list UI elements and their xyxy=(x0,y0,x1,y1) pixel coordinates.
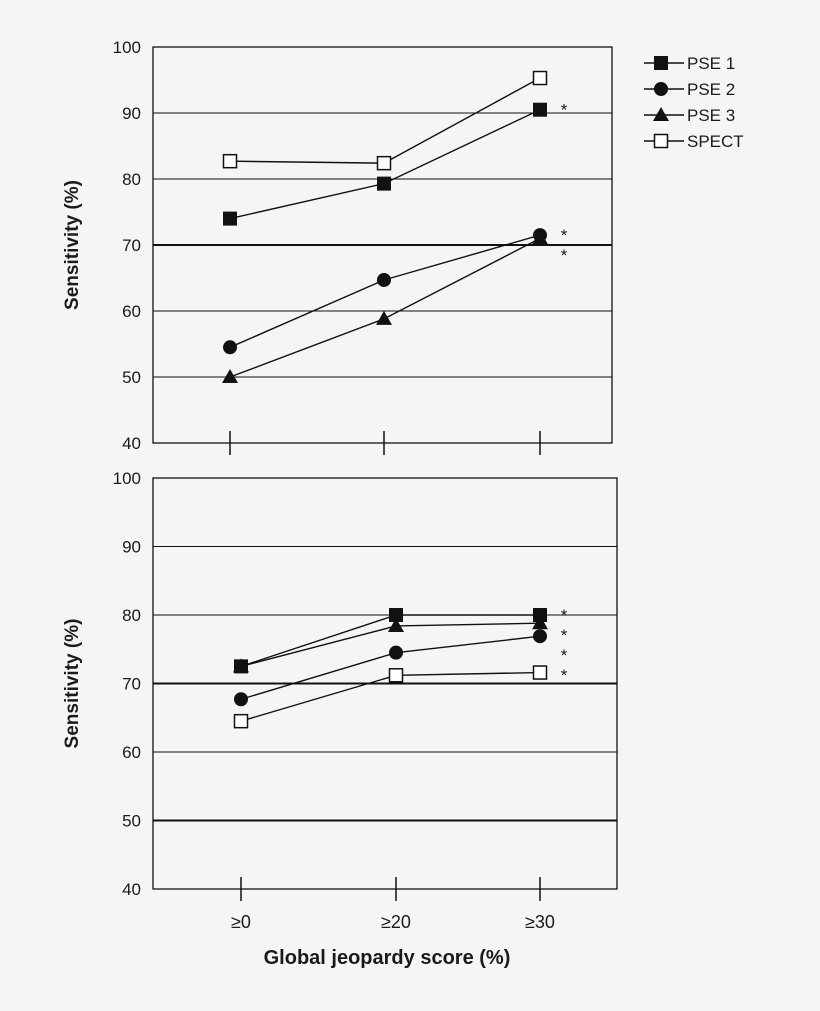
y-tick-label: 50 xyxy=(122,812,141,831)
y-tick-label: 50 xyxy=(122,368,141,387)
legend-label: PSE 3 xyxy=(687,106,735,125)
y-tick-label: 100 xyxy=(113,38,141,57)
data-point xyxy=(376,310,392,325)
series-line xyxy=(229,234,541,348)
series-spect: * xyxy=(233,665,568,729)
legend-marker xyxy=(653,133,669,149)
x-tick-label: ≥0 xyxy=(231,912,251,932)
data-point xyxy=(389,608,403,622)
x-tick-label: ≥30 xyxy=(525,912,555,932)
series-pse-1: * xyxy=(234,606,568,674)
data-point xyxy=(223,340,237,355)
significance-asterisk: * xyxy=(561,246,568,265)
y-axis-label: Sensitivity (%) xyxy=(62,180,83,310)
data-point xyxy=(532,665,548,680)
y-tick-label: 70 xyxy=(122,675,141,694)
data-point xyxy=(222,153,238,169)
y-tick-label: 40 xyxy=(122,880,141,899)
legend: PSE 1 PSE 2 PSE 3 SPECT xyxy=(644,54,744,151)
data-point xyxy=(533,102,547,117)
data-point xyxy=(533,608,547,622)
legend-item: PSE 2 xyxy=(644,80,735,99)
data-point xyxy=(532,230,548,245)
legend-item: SPECT xyxy=(644,132,744,151)
y-tick-label: 100 xyxy=(113,469,141,488)
data-point xyxy=(222,369,238,383)
legend-label: PSE 1 xyxy=(687,54,735,73)
plot-frame xyxy=(152,46,613,444)
legend-marker xyxy=(654,82,668,96)
x-axis-label: Global jeopardy score (%) xyxy=(264,947,511,969)
data-point xyxy=(234,692,248,707)
data-point xyxy=(377,176,391,191)
series-pse-2: * xyxy=(234,629,568,707)
panel-2: 40 50 60 70 80 90 100 ≥0 ≥20 ≥30 Sensitivity (%) Gl… xyxy=(62,469,618,969)
significance-asterisk: * xyxy=(561,226,568,245)
x-tick-label: ≥20 xyxy=(381,912,411,932)
significance-asterisk: * xyxy=(561,626,568,645)
legend-marker xyxy=(654,56,668,70)
significance-asterisk: * xyxy=(561,666,568,685)
series-pse-2: * xyxy=(223,226,568,355)
legend-label: PSE 2 xyxy=(687,80,735,99)
series-line xyxy=(229,237,541,378)
data-point xyxy=(388,617,404,632)
y-tick-label: 80 xyxy=(122,170,141,189)
y-tick-label: 60 xyxy=(122,302,141,321)
data-point xyxy=(532,615,548,630)
series-spect xyxy=(222,70,548,171)
y-tick-label: 70 xyxy=(122,236,141,255)
y-tick-label: 90 xyxy=(122,104,141,123)
data-point xyxy=(377,272,391,287)
legend-marker xyxy=(653,107,669,121)
plot-frame xyxy=(152,477,618,890)
y-tick-label: 90 xyxy=(122,538,141,557)
data-point xyxy=(233,713,249,729)
legend-item: PSE 3 xyxy=(644,106,735,125)
series-pse-3: * xyxy=(222,230,568,383)
y-tick-label: 40 xyxy=(122,434,141,453)
data-point xyxy=(389,645,403,660)
significance-asterisk: * xyxy=(561,646,568,665)
series-line xyxy=(240,635,541,700)
significance-asterisk: * xyxy=(561,606,568,625)
data-point xyxy=(223,211,237,226)
data-point xyxy=(388,668,404,683)
series-pse-1: * xyxy=(223,101,568,226)
y-axis-label: Sensitivity (%) xyxy=(62,619,83,749)
data-point xyxy=(376,155,392,171)
legend-item: PSE 1 xyxy=(644,54,735,73)
data-point xyxy=(533,629,547,644)
data-point xyxy=(233,658,249,673)
legend-label: SPECT xyxy=(687,132,744,151)
data-point xyxy=(532,70,548,86)
series-line xyxy=(229,77,541,164)
y-tick-label: 60 xyxy=(122,743,141,762)
significance-asterisk: * xyxy=(561,101,568,120)
series-pse-3: * xyxy=(233,615,568,673)
y-tick-label: 80 xyxy=(122,606,141,625)
